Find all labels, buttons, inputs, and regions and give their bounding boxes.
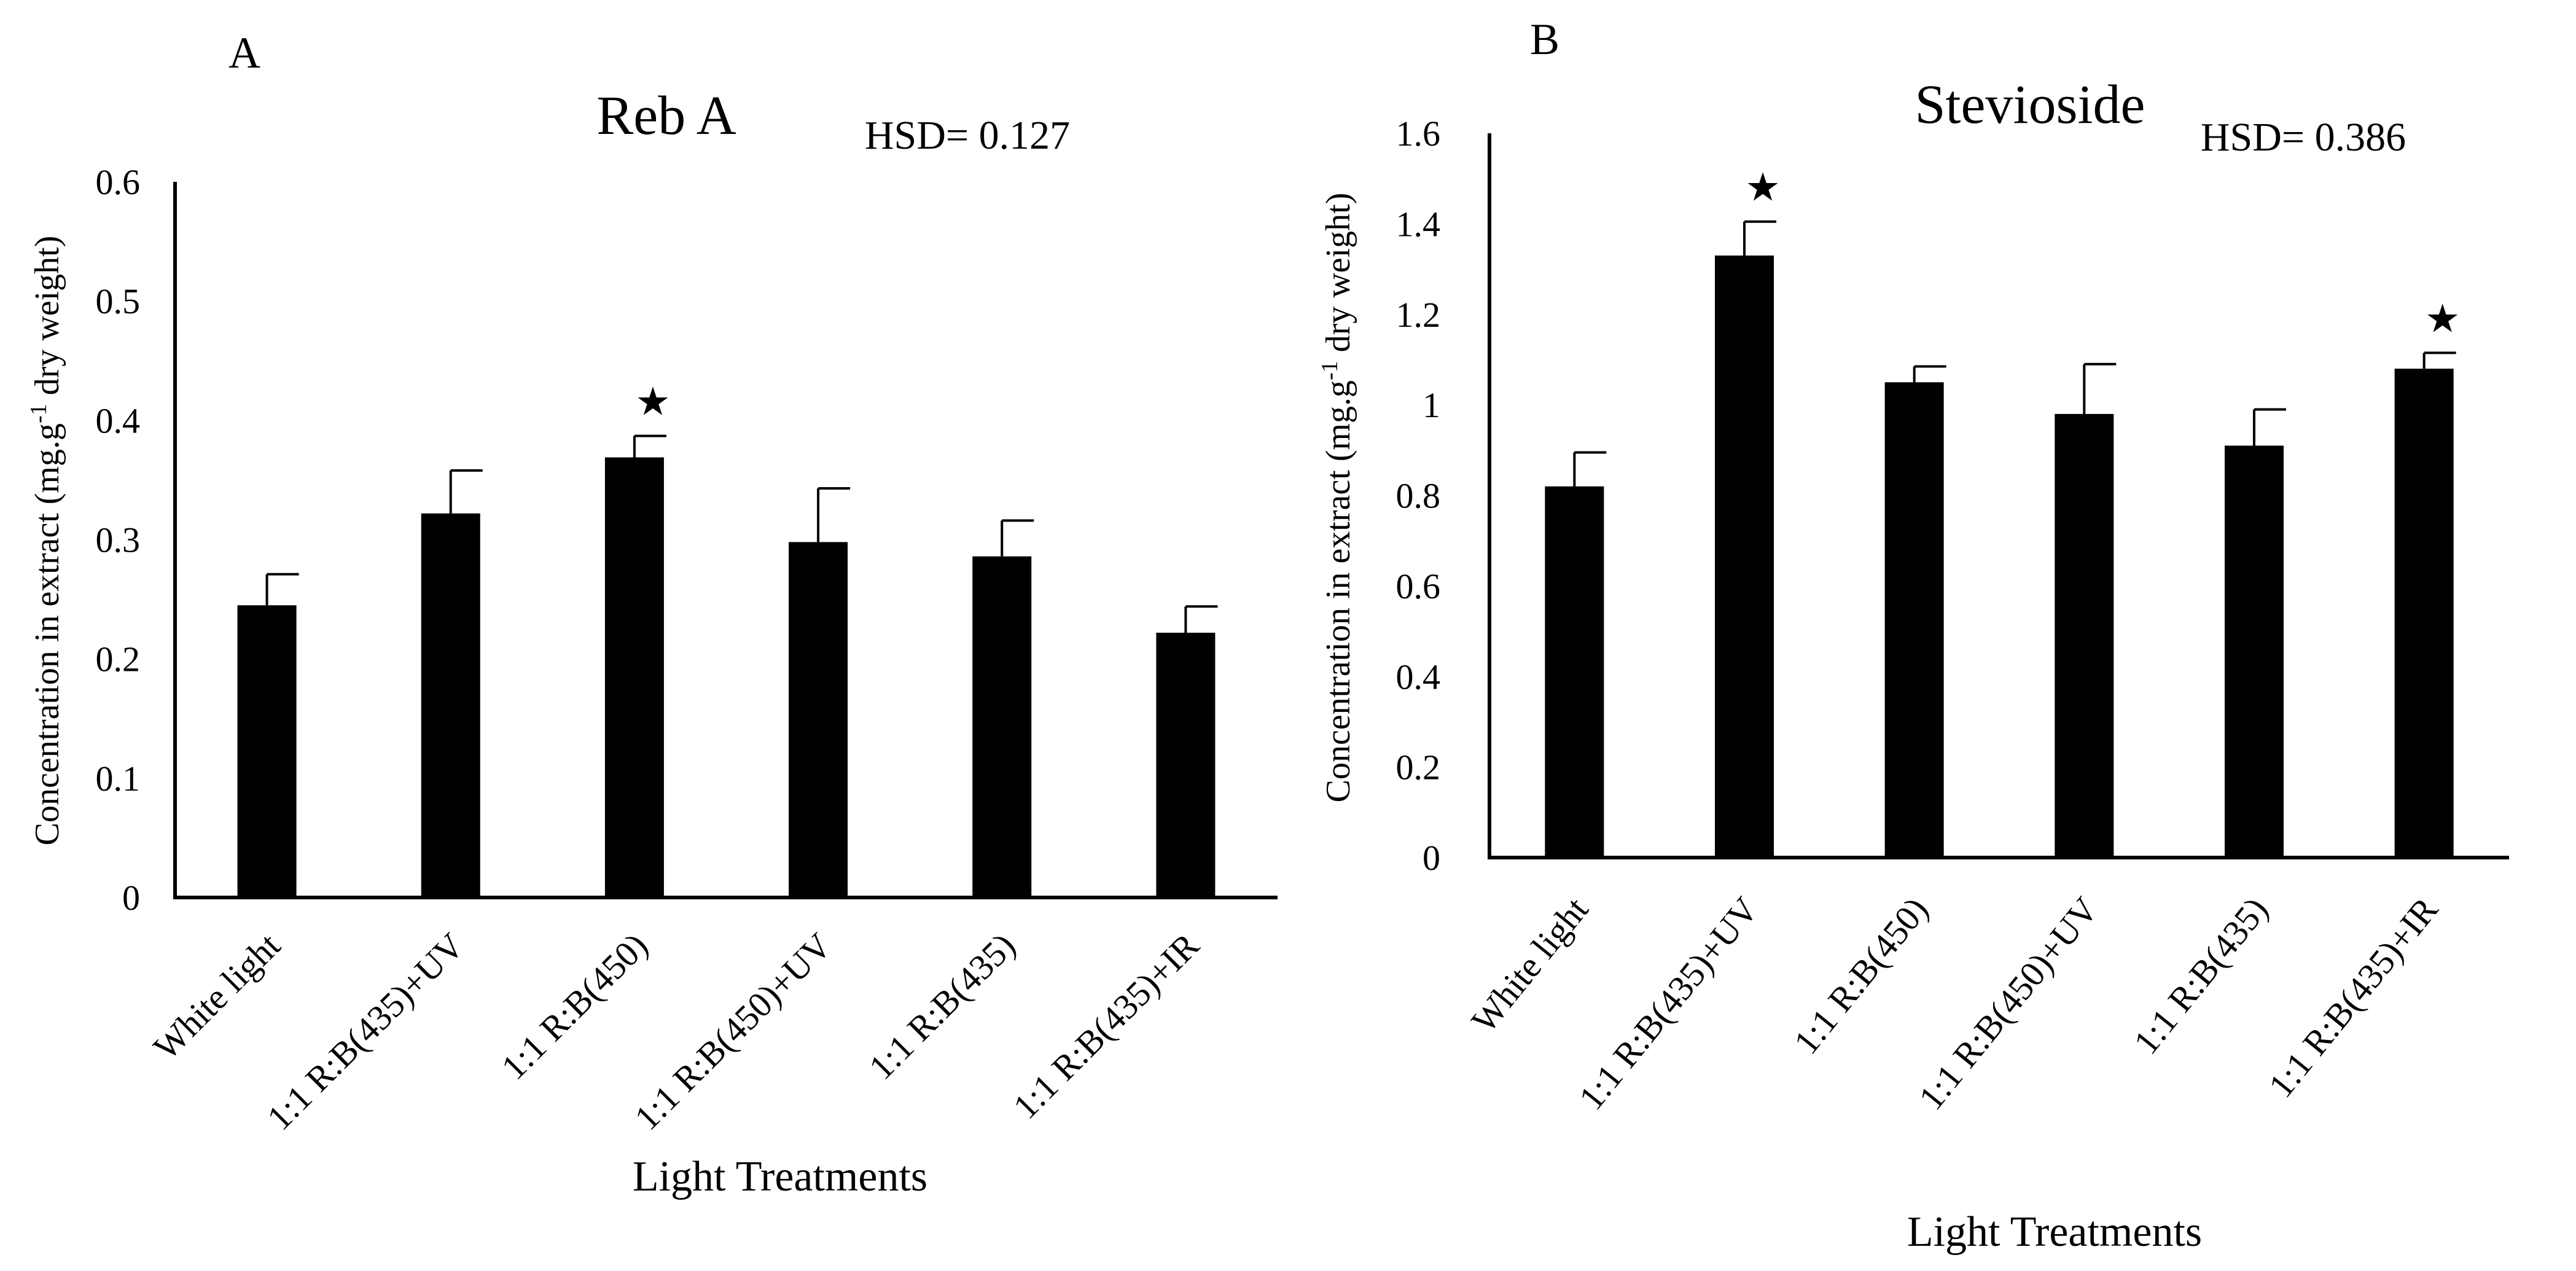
chart-b-y-tick-label: 1.4 [1396,204,1441,244]
chart-a-y-tick-label: 0.4 [96,401,141,440]
chart-b-bar [2394,369,2454,858]
chart-a-error-bar [817,487,851,542]
chart-b-y-tick-label: 0.2 [1396,748,1441,788]
chart-a-y-tick-label: 0.3 [96,520,141,560]
chart-b-y-tick-label: 1 [1423,385,1440,425]
chart-a-bar [789,542,848,898]
chart-a-y-axis-label: Concentration in extract (mg.g-1 dry wei… [26,236,66,846]
chart-b-error-bar [2253,408,2286,446]
chart-b-y-tick-label: 0.6 [1396,566,1441,606]
chart-a-bar [421,513,480,898]
chart-a-x-axis-label: Light Treatments [633,1153,927,1200]
chart-a-bar [972,556,1032,898]
chart-b-significance-star: ★ [2425,297,2460,340]
chart-a-y-tick-label: 0.5 [96,281,141,321]
chart-b-bar [1545,486,1604,858]
chart-b-y-tick-label: 1.2 [1396,295,1441,335]
chart-b-significance-star: ★ [1745,166,1780,209]
chart-a-bar [1156,632,1216,898]
chart-a-y-tick-label: 0 [122,878,140,918]
chart-b-error-bar [1913,365,1946,383]
chart-b-title: Stevioside [1915,74,2145,135]
chart-b-bar [2225,445,2284,858]
chart-b-y-tick-label: 1.6 [1396,114,1441,154]
chart-a-y-tick-label: 0.1 [96,759,141,799]
chart-a-error-bar [265,573,299,606]
chart-a-panel-label: A [228,28,260,77]
chart-a-error-bar [633,434,666,458]
chart-a-bar [237,605,297,898]
chart-b-bar [1715,255,1774,858]
chart-b-error-bar [1743,220,1776,256]
chart-b-bar [2055,413,2114,858]
chart-b-bar [1884,382,1944,858]
chart-a-title: Reb A [596,85,736,146]
chart-b-y-axis-label: Concentration in extract (mg.g-1 dry wei… [1317,193,1357,803]
chart-b-error-bar [2083,362,2117,414]
chart-a-error-bar [449,469,483,514]
chart-a-hsd-label: HSD= 0.127 [865,113,1070,158]
chart-b-y-tick-label: 0 [1423,838,1440,878]
chart-a-significance-star: ★ [635,380,670,424]
chart-b-error-bar [1573,451,1607,487]
chart-b-y-tick-label: 0.4 [1396,657,1441,697]
chart-a-bar [604,457,664,898]
chart-a-y-tick-label: 0.2 [96,639,141,679]
chart-b-x-axis-label: Light Treatments [1907,1208,2202,1256]
chart-a-error-bar [1001,519,1034,557]
chart-b-y-tick-label: 0.8 [1396,476,1441,516]
chart-a-error-bar [1184,605,1218,633]
chart-a-y-tick-label: 0.6 [96,162,141,202]
chart-b-error-bar [2422,351,2456,369]
chart-b-panel-label: B [1530,15,1559,64]
chart-b-hsd-label: HSD= 0.386 [2201,115,2406,160]
